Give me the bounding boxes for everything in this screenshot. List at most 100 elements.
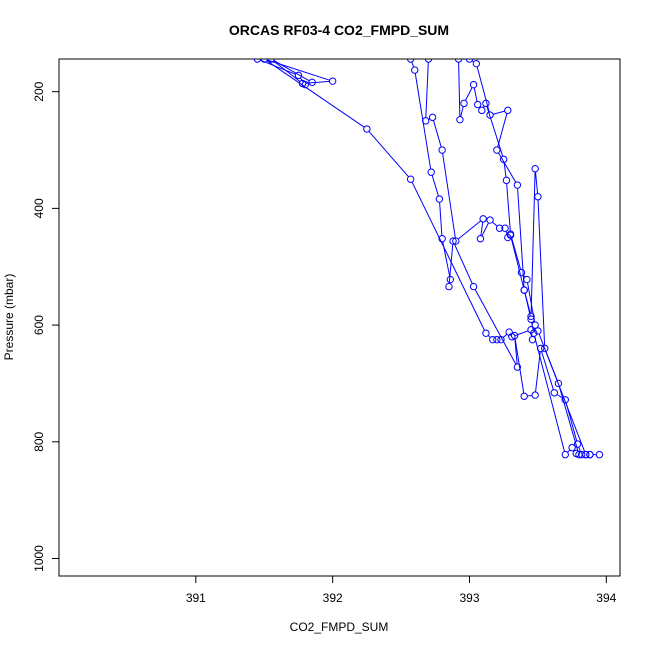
series-2 bbox=[406, 59, 586, 459]
series-line-segment bbox=[534, 336, 565, 452]
chart-title: ORCAS RF03-4 CO2_FMPD_SUM bbox=[229, 22, 449, 38]
data-point bbox=[469, 80, 478, 89]
series-line-segment bbox=[458, 62, 461, 117]
data-point bbox=[456, 115, 464, 124]
plot-frame bbox=[58, 58, 621, 577]
y-tick-label: 800 bbox=[32, 431, 46, 451]
data-point bbox=[428, 113, 437, 122]
series-line-segment bbox=[465, 87, 473, 101]
data-point bbox=[577, 450, 586, 459]
series-line-segment bbox=[368, 131, 409, 178]
series-line-segment bbox=[510, 236, 522, 270]
series-line-segment bbox=[267, 59, 330, 81]
data-point bbox=[438, 146, 446, 154]
data-point bbox=[253, 59, 262, 63]
x-tick-label: 394 bbox=[596, 591, 616, 605]
data-point bbox=[476, 235, 485, 243]
series-line-segment bbox=[510, 238, 524, 288]
data-point bbox=[534, 193, 542, 201]
data-point bbox=[530, 329, 538, 337]
data-point bbox=[502, 176, 511, 185]
data-point bbox=[506, 230, 515, 238]
data-point bbox=[534, 327, 542, 335]
y-axis: 200 400 600 800 1000 bbox=[32, 81, 59, 572]
data-point bbox=[513, 363, 522, 371]
data-point bbox=[473, 100, 482, 109]
data-point bbox=[478, 106, 486, 115]
data-point bbox=[510, 331, 519, 340]
data-point bbox=[411, 66, 419, 74]
series-line-segment bbox=[305, 80, 330, 84]
series-line-segment bbox=[498, 152, 517, 183]
x-axis: 391 392 393 394 bbox=[186, 576, 617, 605]
series-line-segment bbox=[411, 181, 485, 331]
x-tick-label: 391 bbox=[186, 591, 206, 605]
series-line-segment bbox=[506, 183, 511, 231]
data-point bbox=[435, 195, 444, 203]
series-line-segment bbox=[537, 199, 546, 346]
series-line-segment bbox=[460, 106, 464, 117]
y-tick-label: 600 bbox=[32, 315, 46, 335]
data-point bbox=[541, 344, 549, 353]
data-point bbox=[527, 312, 535, 321]
data-point bbox=[501, 224, 509, 232]
data-point bbox=[486, 111, 494, 119]
data-point bbox=[308, 78, 316, 87]
data-point bbox=[294, 71, 303, 80]
data-point bbox=[523, 275, 531, 284]
data-point bbox=[454, 59, 463, 63]
x-tick-label: 393 bbox=[459, 591, 479, 605]
series-line-segment bbox=[492, 110, 505, 115]
y-tick-label: 200 bbox=[32, 81, 46, 101]
series-line-segment bbox=[534, 171, 539, 194]
data-point bbox=[449, 237, 457, 245]
data-point bbox=[517, 268, 526, 277]
data-point bbox=[586, 450, 594, 459]
series-line-segment bbox=[545, 351, 558, 381]
series-4 bbox=[454, 59, 604, 459]
data-point bbox=[531, 321, 539, 329]
data-point bbox=[363, 125, 371, 133]
data-point bbox=[424, 59, 433, 63]
data-point bbox=[504, 106, 512, 115]
data-point bbox=[531, 165, 539, 173]
data-point bbox=[520, 286, 528, 294]
data-point bbox=[486, 216, 494, 224]
data-point bbox=[460, 99, 468, 108]
series-line-segment bbox=[505, 231, 508, 235]
series-line-segment bbox=[556, 394, 563, 399]
series-line-segment bbox=[524, 293, 531, 314]
data-point bbox=[482, 329, 490, 337]
series-line-segment bbox=[476, 66, 490, 113]
data-point bbox=[267, 59, 275, 63]
series-line-segment bbox=[530, 171, 536, 314]
series-line-segment bbox=[474, 289, 517, 365]
data-point bbox=[595, 450, 604, 459]
data-point bbox=[452, 237, 460, 245]
series-line-segment bbox=[502, 333, 508, 338]
x-axis-label: CO2_FMPD_SUM bbox=[290, 620, 389, 634]
data-point bbox=[554, 379, 563, 388]
data-point bbox=[513, 181, 522, 189]
data-point bbox=[298, 79, 307, 88]
series-line-segment bbox=[439, 202, 443, 236]
series-line-segment bbox=[541, 351, 554, 390]
data-point bbox=[582, 450, 590, 459]
series-line-segment bbox=[473, 87, 478, 102]
series-line-segment bbox=[517, 188, 525, 287]
series-line-segment bbox=[266, 60, 365, 128]
series-line-segment bbox=[558, 386, 579, 452]
data-point bbox=[479, 215, 487, 223]
data-point bbox=[561, 450, 569, 459]
series-line-segment bbox=[480, 221, 484, 236]
series-5 bbox=[465, 59, 594, 459]
data-point bbox=[445, 282, 453, 291]
series-line-segment bbox=[273, 60, 301, 82]
series-line-segment bbox=[492, 221, 498, 227]
data-point bbox=[493, 146, 501, 154]
data-point bbox=[573, 440, 582, 448]
data-point bbox=[493, 335, 501, 344]
series-line-segment bbox=[514, 330, 529, 337]
data-point bbox=[422, 117, 430, 125]
